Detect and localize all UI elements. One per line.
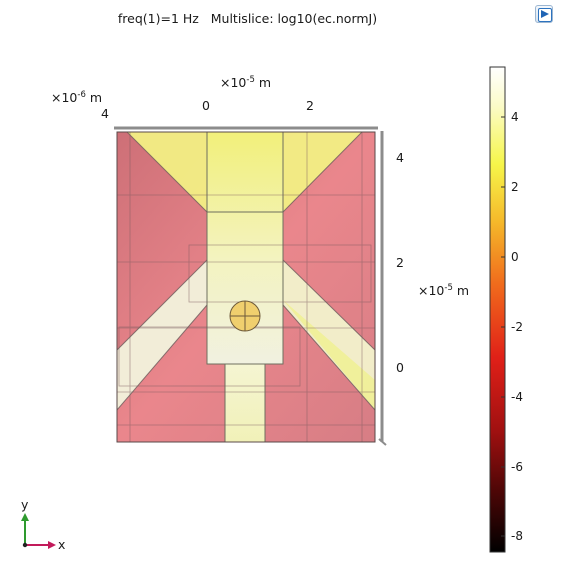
colorbar-tick-neg8: -8: [511, 529, 523, 543]
colorbar-tick-neg2: -2: [511, 320, 523, 334]
plot-title: freq(1)=1 Hz Multislice: log10(ec.normJ): [117, 11, 378, 26]
colorbar-tick-0: 0: [511, 250, 519, 264]
x-axis-tick-0: 0: [202, 98, 210, 113]
triad-y-label: y: [21, 497, 29, 512]
left-diagonal-band: [117, 260, 207, 410]
colorbar-tick-2: 2: [511, 180, 519, 194]
y-axis-scale-label: ×10-6 m: [51, 90, 103, 106]
triad-x-label: x: [58, 537, 66, 552]
colorbar-tick-neg6: -6: [511, 460, 523, 474]
axis-triad: [21, 513, 56, 549]
diagonal-edges: [116, 131, 376, 411]
y-axis-tick: 4: [101, 106, 109, 121]
colorbar: [489, 66, 506, 553]
grid-lines: [117, 132, 375, 442]
bottom-stub: [224, 363, 266, 443]
right-yellow-triangle: [283, 300, 375, 410]
z-axis-tick-0: 4: [396, 150, 404, 165]
z-axis-tick-2: 0: [396, 360, 404, 375]
colorbar-tick-4: 4: [511, 110, 519, 124]
colorbar-tick-neg4: -4: [511, 390, 523, 404]
x-axis-scale-label: ×10-5 m: [220, 75, 272, 91]
z-axis-tick-1: 2: [396, 255, 404, 270]
multislice-plot[interactable]: [0, 0, 490, 470]
zoom-extents-icon[interactable]: [535, 5, 553, 23]
x-axis-tick-1: 2: [306, 98, 314, 113]
z-axis-scale-label: ×10-5 m: [418, 283, 470, 299]
